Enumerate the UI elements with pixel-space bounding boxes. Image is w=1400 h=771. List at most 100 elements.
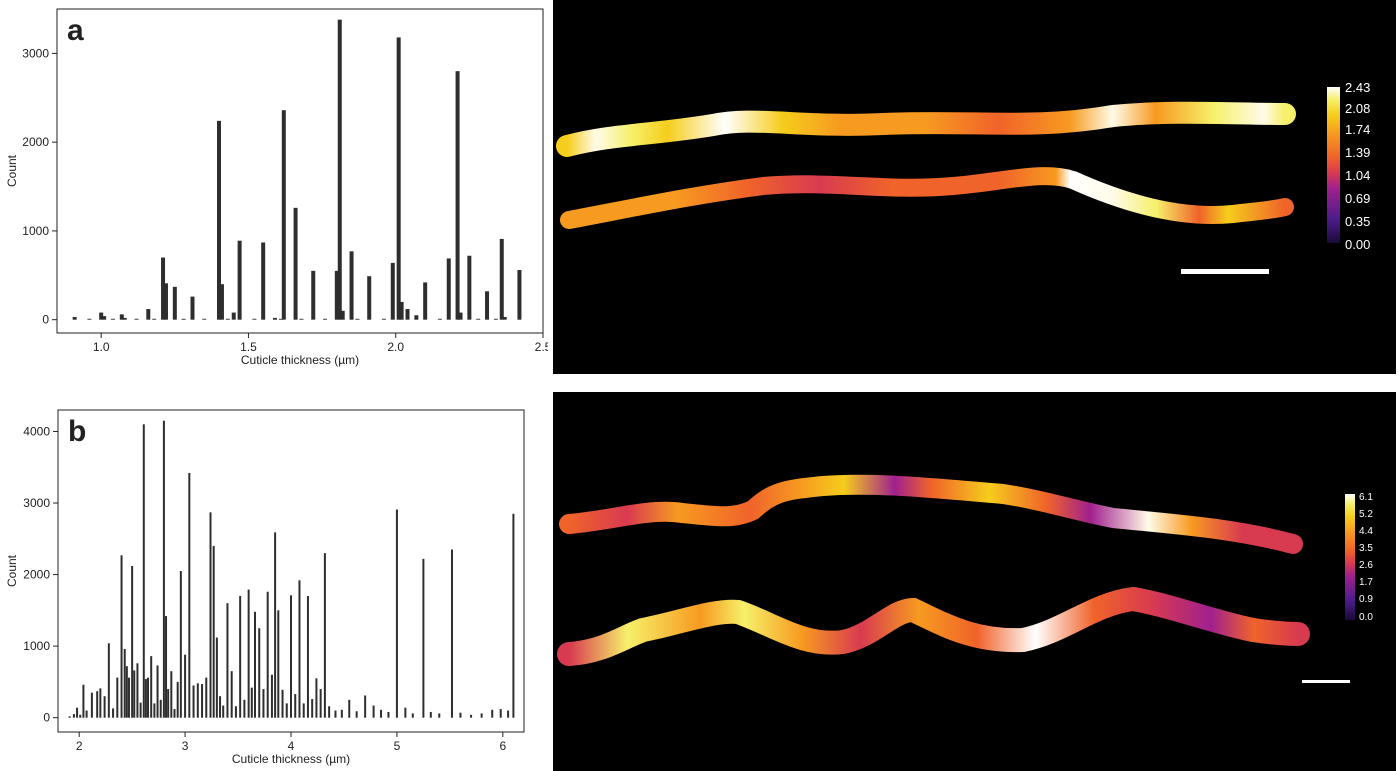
histogram-bar	[190, 296, 195, 320]
x-axis-label: Cuticle thickness (µm)	[241, 353, 359, 367]
histogram-bar	[274, 532, 277, 718]
colorbar-label: 0.00	[1345, 237, 1370, 252]
histogram-bar	[455, 71, 460, 320]
histogram-bar	[226, 603, 229, 718]
histogram-bar	[405, 309, 410, 320]
histogram-a-svg: 1.0 1.5 2.0 2.5 0 1000 2000 3000 Cuticle thickne…	[5, 8, 548, 367]
histogram-bar	[323, 318, 328, 320]
x-tick-label: 2	[76, 739, 83, 753]
histogram-panel-b: 2 3 4 5 6 0 1000 2000 3000 4000 Cuticle thickness …	[0, 396, 548, 771]
histogram-bar	[72, 714, 75, 718]
histogram-bar	[467, 255, 472, 320]
histogram-bar	[230, 671, 233, 718]
histogram-bar	[68, 716, 71, 718]
histogram-bar	[337, 19, 342, 320]
y-tick-label: 4000	[23, 424, 50, 438]
x-tick-label: 4	[288, 739, 295, 753]
colorbar-label: 5.2	[1359, 509, 1373, 520]
histogram-bar	[502, 317, 507, 320]
histogram-bar	[176, 681, 179, 718]
plot-frame	[56, 8, 544, 334]
colorbar-label: 0.9	[1359, 594, 1373, 605]
cuticle-strand-lower	[557, 586, 1310, 666]
histogram-bar	[499, 238, 504, 320]
panel-label: b	[68, 415, 86, 448]
histogram-bar	[188, 472, 191, 718]
histogram-bar	[159, 699, 162, 718]
histogram-bar	[90, 692, 93, 718]
histogram-bar	[512, 513, 515, 718]
histogram-bar	[87, 318, 92, 320]
colorbar-label: 2.43	[1345, 80, 1370, 95]
histogram-bar	[438, 713, 441, 718]
histogram-bar	[476, 318, 481, 320]
histogram-bar	[161, 257, 166, 320]
histogram-bar	[136, 663, 139, 718]
histogram-bar	[328, 706, 331, 718]
histogram-bar	[262, 689, 265, 718]
x-tick-label: 2.5	[535, 340, 548, 354]
cuticle-strand-lower	[560, 167, 1294, 229]
histogram-bar	[390, 262, 395, 320]
histogram-bar	[103, 696, 106, 718]
histogram-bar	[181, 318, 186, 320]
histogram-bar	[162, 420, 165, 718]
y-tick-label: 0	[43, 711, 50, 725]
histogram-bar	[142, 424, 145, 718]
colorbar-label: 1.7	[1359, 577, 1373, 588]
histogram-bar	[72, 317, 77, 320]
histogram-bar	[76, 707, 79, 718]
histogram-bar	[411, 713, 414, 718]
histogram-bar	[499, 709, 502, 718]
histogram-bar	[340, 709, 343, 718]
histogram-bar	[96, 691, 99, 718]
histogram-bar	[396, 37, 401, 320]
histogram-bar	[414, 315, 419, 320]
colorbar-label: 2.08	[1345, 101, 1370, 116]
histogram-bar	[404, 707, 407, 718]
histogram-bar	[355, 711, 358, 718]
histogram-bar	[144, 679, 147, 718]
histogram-bar	[234, 706, 237, 718]
histogram-bar	[281, 689, 284, 718]
histogram-bar	[349, 251, 354, 320]
histogram-bar	[107, 643, 110, 718]
histogram-bar	[99, 688, 102, 718]
histogram-bar	[458, 312, 463, 320]
colorbar-label: 3.5	[1359, 543, 1373, 554]
colorbar-label: 1.04	[1345, 168, 1370, 183]
y-tick-label: 3000	[22, 46, 49, 60]
histogram-bar	[165, 616, 168, 718]
colorbar-label: 2.6	[1359, 560, 1373, 571]
histogram-panel-a: 1.0 1.5 2.0 2.5 0 1000 2000 3000 Cuticle thickne…	[0, 0, 548, 380]
histogram-bar	[205, 677, 208, 718]
histogram-bar	[517, 269, 522, 320]
histogram-bar	[163, 283, 168, 320]
histogram-bar	[99, 312, 104, 320]
histogram-bar	[252, 318, 257, 320]
histogram-bar	[364, 695, 367, 718]
scale-bar	[1302, 680, 1350, 683]
histogram-bar	[277, 610, 280, 718]
colorbar-label: 1.39	[1345, 145, 1370, 160]
x-tick-label: 1.0	[93, 340, 110, 354]
histogram-bar	[311, 270, 316, 320]
histogram-bar	[209, 512, 212, 718]
y-axis-label: Count	[5, 154, 19, 187]
histogram-bar	[201, 684, 204, 718]
colorbar	[1345, 494, 1355, 620]
histogram-bar	[372, 705, 375, 718]
x-tick-label: 5	[394, 739, 401, 753]
histogram-bar	[429, 711, 432, 718]
colorbar-label: 6.1	[1359, 492, 1373, 503]
histogram-bar	[380, 709, 383, 718]
x-tick-label: 1.5	[240, 340, 257, 354]
colorbar-label: 1.74	[1345, 122, 1370, 137]
histogram-bar	[355, 318, 360, 320]
thickness-map-image-b: 6.1 5.2 4.4 3.5 2.6 1.7 0.9 0.0	[553, 392, 1396, 771]
histogram-bar	[150, 656, 153, 718]
histogram-bar	[215, 637, 218, 718]
histogram-bar	[116, 677, 119, 718]
histogram-bar	[470, 714, 473, 718]
x-tick-label: 2.0	[387, 340, 404, 354]
